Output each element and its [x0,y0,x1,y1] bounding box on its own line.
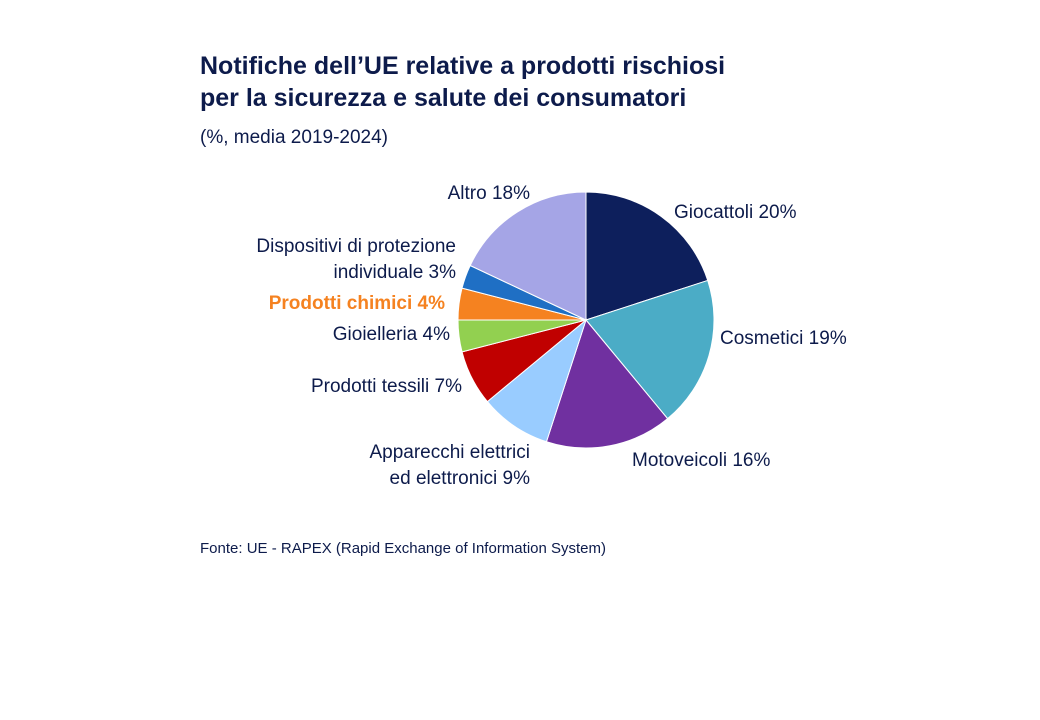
slice-label-motoveicoli: Motoveicoli 16% [632,450,770,471]
slice-label-line: Prodotti chimici 4% [269,293,445,314]
slice-label-line: Apparecchi elettrici [369,442,530,463]
pie-slice-cosmetici [585,279,715,420]
slice-label-apparecchi-elettrici-ed-elettronici: Apparecchi elettrici ed elettronici 9% [369,442,530,489]
chart-subtitle: (%, media 2019-2024) [200,127,388,148]
slice-label-line: Gioielleria 4% [333,324,450,345]
pie-slice-motoveicoli [545,318,669,449]
slice-label-giocattoli: Giocattoli 20% [674,202,797,223]
slice-label-cosmetici: Cosmetici 19% [720,328,847,349]
pie-slices [457,191,715,449]
slice-label-line: ed elettronici 9% [390,468,531,489]
slice-label-prodotti-tessili: Prodotti tessili 7% [311,376,462,397]
source-note: Fonte: UE - RAPEX (Rapid Exchange of Inf… [200,540,607,557]
chart-title: Notifiche dell’UE relative a prodotti ri… [200,50,920,114]
slice-label-gioielleria: Gioielleria 4% [333,324,450,345]
chart-title-line-1: Notifiche dell’UE relative a prodotti ri… [200,52,726,80]
pie-slice-giocattoli [585,191,709,321]
chart-title-line-2: per la sicurezza e salute dei consumator… [200,84,687,112]
slice-label-line: Prodotti tessili 7% [311,376,462,397]
slice-label-line: Cosmetici 19% [720,328,847,349]
slice-label-line: Dispositivi di protezione [256,236,456,257]
pie-labels: Giocattoli 20% Cosmetici 19% Motoveicoli 1… [256,183,846,489]
slice-label-prodotti-chimici: Prodotti chimici 4% [269,293,445,314]
pie-slice-altro [469,191,587,321]
slice-label-line: Altro 18% [448,183,530,204]
slice-label-altro: Altro 18% [448,183,530,204]
slice-label-dispositivi-di-protezione-individuale: Dispositivi di protezione individuale 3% [256,236,456,283]
slice-label-line: Motoveicoli 16% [632,450,770,471]
slice-label-line: Giocattoli 20% [674,202,797,223]
slice-label-line: individuale 3% [333,262,456,283]
